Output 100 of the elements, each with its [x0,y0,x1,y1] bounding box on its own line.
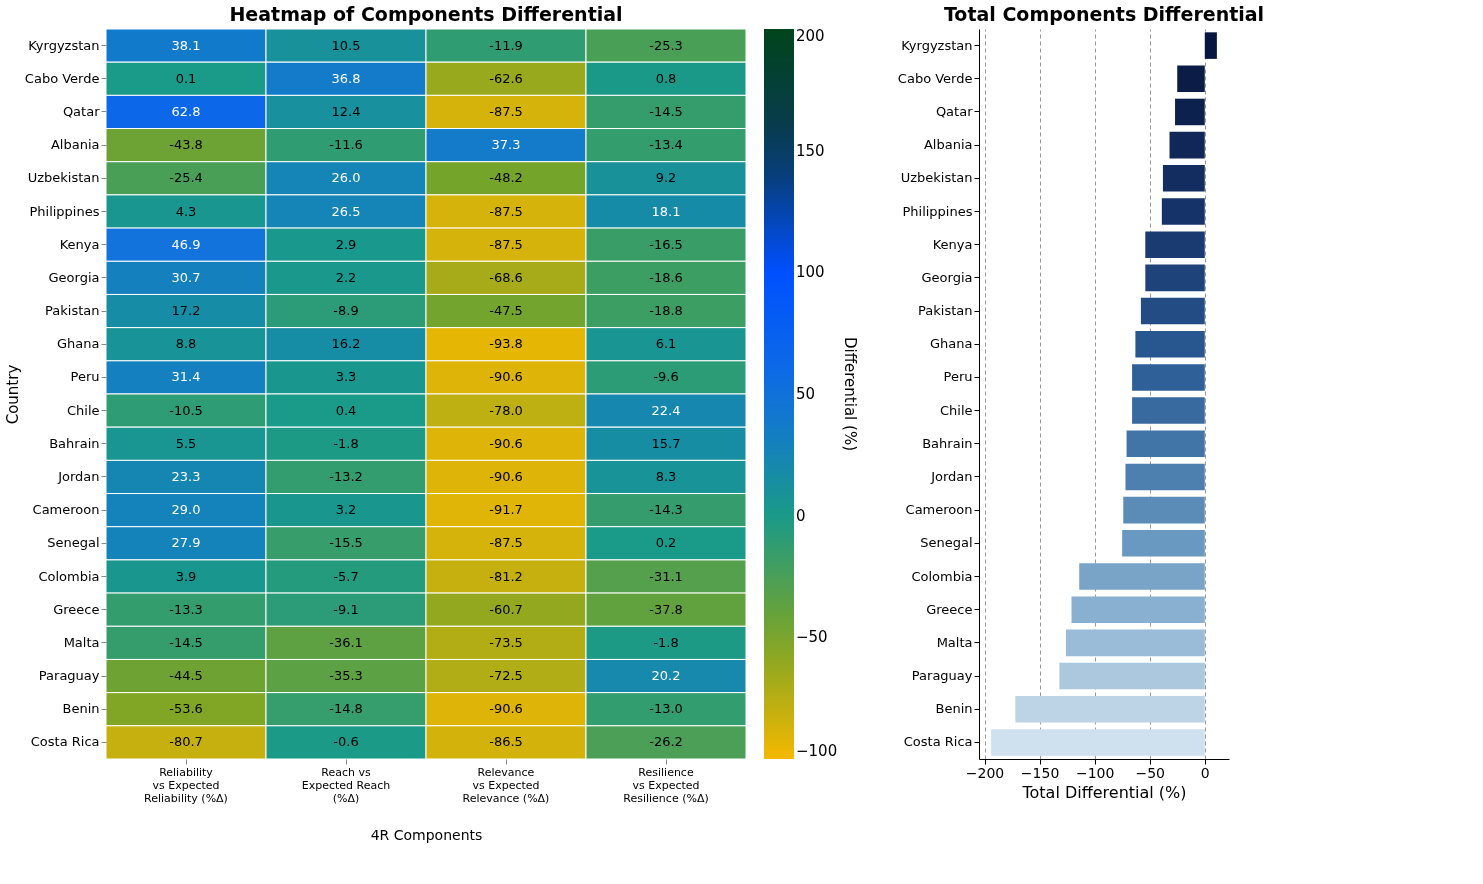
data-label: -90.6 [489,435,523,451]
data-label: -87.5 [489,103,523,119]
data-label: 5.5 [175,435,197,451]
data-label: -86.5 [489,734,523,750]
y-tick-label: Georgia [48,269,100,285]
data-label: -9.6 [653,369,679,385]
y-tick-label: Qatar [935,103,974,119]
y-tick-label: Benin [62,701,100,717]
data-label: -81.2 [489,568,523,584]
data-label: -25.3 [649,37,683,53]
color-bar-label: 150 [796,141,825,160]
data-label: -25.4 [169,170,203,186]
y-tick-label: Paraguay [911,668,973,684]
data-label: -16.5 [649,236,683,252]
data-label: -13.2 [329,468,363,484]
data-label: 38.1 [171,37,201,53]
data-label: 8.3 [655,468,677,484]
data-label: -14.8 [329,701,363,717]
data-label: -87.5 [489,236,523,252]
data-label: 31.4 [171,369,201,385]
y-tick-label: Philippines [902,203,973,219]
data-label: 62.8 [171,103,201,119]
data-label: -62.6 [489,70,523,86]
data-label: -31.1 [649,568,683,584]
y-tick-label: Ghana [930,336,973,352]
y-tick-label: Cameroon [32,502,100,518]
y-tick-label: Malta [936,634,973,650]
data-label: -5.7 [333,568,359,584]
y-tick-label: Chile [939,402,973,418]
y-tick-label: Costa Rica [30,734,100,750]
data-label: 29.0 [171,502,201,518]
data-label: -11.9 [489,37,523,53]
x-tick-label: −200 [965,764,1005,781]
chart-title: Total Components Differential [943,3,1265,25]
y-tick-label: Peru [70,369,100,385]
data-label: -14.3 [649,502,683,518]
y-tick-label: Greece [926,601,973,617]
data-label: -53.6 [169,701,203,717]
y-tick-label: Albania [50,137,100,153]
data-label: -1.8 [333,435,359,451]
data-label: -11.6 [329,137,363,153]
data-label: 17.2 [171,303,201,319]
x-axis-title: 4R Components [370,826,483,843]
y-tick-label: Cabo Verde [24,70,100,86]
data-label: -36.1 [329,634,363,650]
data-label: -47.5 [489,303,523,319]
data-label: 2.9 [335,236,357,252]
y-tick-label: Senegal [47,535,100,551]
y-tick-label: Bahrain [922,435,973,451]
data-label: 0.8 [655,70,677,86]
data-label: -15.5 [329,535,363,551]
y-tick-label: Colombia [38,568,100,584]
data-label: 46.9 [171,236,201,252]
data-label: -90.6 [489,369,523,385]
x-tick-label: Resilience vs Expected Resilience (%Δ) [623,765,709,805]
y-tick-label: Philippines [29,203,100,219]
data-label: -13.0 [649,701,683,717]
x-tick-label: −50 [1135,764,1165,781]
data-label: -68.6 [489,269,523,285]
data-label: -18.8 [649,303,683,319]
y-tick-label: Kenya [59,236,100,252]
data-label: 18.1 [651,203,681,219]
data-label: -9.1 [333,601,359,617]
data-label: 2.2 [335,269,357,285]
y-tick-label: Paraguay [38,668,100,684]
data-label: 3.9 [175,568,197,584]
x-tick-label: 0 [1200,764,1210,781]
y-tick-label: Kyrgyzstan [901,37,973,53]
data-label: 37.3 [491,137,521,153]
y-tick-label: Cameroon [905,502,973,518]
y-tick-label: Jordan [930,468,973,484]
data-label: -1.8 [653,634,679,650]
color-bar-label: −100 [796,742,838,760]
data-label: -35.3 [329,668,363,684]
y-axis-title: Country [3,364,22,425]
data-label: -60.7 [489,601,523,617]
y-tick-label: Malta [63,634,100,650]
color-bar-label: −50 [796,628,828,647]
data-label: 15.7 [651,435,681,451]
y-tick-label: Jordan [57,468,100,484]
y-tick-label: Colombia [911,568,973,584]
data-label: 8.8 [175,336,197,352]
x-tick-label: Relevance vs Expected Relevance (%Δ) [462,765,550,805]
data-label: -13.4 [649,137,683,153]
data-label: -14.5 [649,103,683,119]
data-label: -18.6 [649,269,683,285]
data-label: 0.4 [335,402,357,418]
data-label: 26.0 [331,170,361,186]
data-label: 16.2 [331,336,361,352]
y-tick-label: Costa Rica [903,734,973,750]
data-label: -90.6 [489,701,523,717]
y-tick-label: Pakistan [45,303,100,319]
data-label: 22.4 [651,402,681,418]
data-label: 9.2 [655,170,677,186]
x-axis-title: Total Differential (%) [1021,782,1187,802]
data-label: 3.3 [335,369,357,385]
data-label: -26.2 [649,734,683,750]
data-label: 26.5 [331,203,361,219]
y-tick-label: Chile [66,402,100,418]
y-tick-label: Uzbekistan [27,170,100,186]
